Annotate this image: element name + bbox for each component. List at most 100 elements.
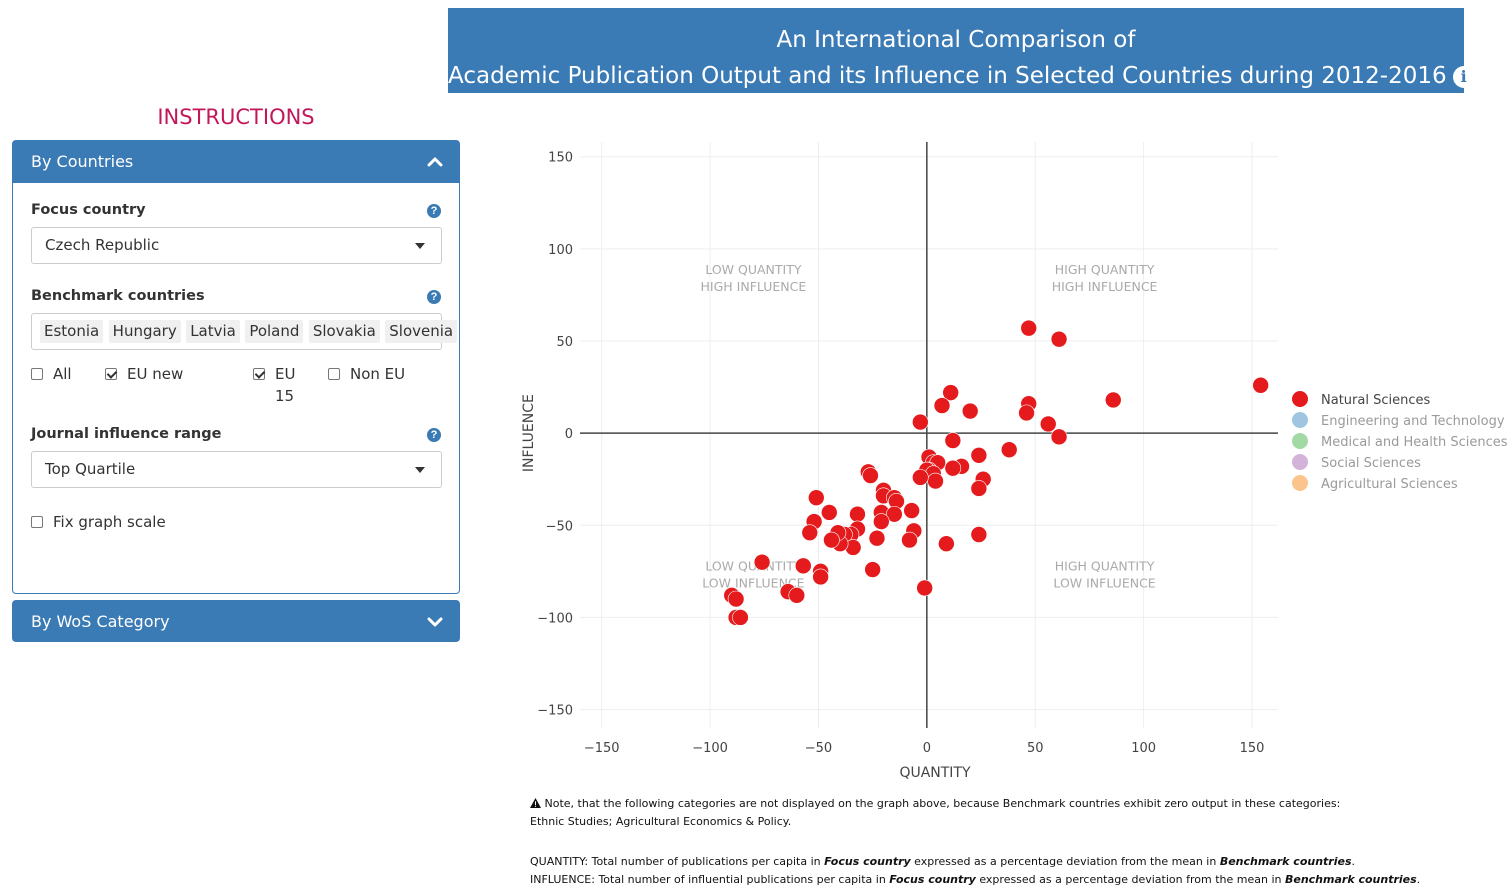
warning-text-1: Note, that the following categories are … — [544, 797, 1341, 810]
x-tick-label: −100 — [692, 741, 728, 756]
chart-grid — [580, 142, 1278, 728]
data-point — [1020, 319, 1038, 337]
focus-country-select[interactable]: Czech Republic — [31, 227, 442, 264]
benchmark-countries-select[interactable]: Estonia Hungary Latvia Poland Slovakia S… — [31, 313, 458, 350]
warning-note-line-1: Note, that the following categories are … — [530, 795, 1340, 813]
data-point — [916, 579, 933, 597]
x-tick-label: 0 — [923, 741, 931, 756]
focus-country-label: Focus country — [31, 202, 146, 218]
chevron-up-icon — [427, 157, 443, 167]
data-point — [1050, 330, 1068, 348]
checkbox-all-box[interactable] — [31, 368, 43, 380]
legend-marker — [1292, 433, 1308, 449]
quadrant-label-line-1: HIGH QUANTITY — [1055, 262, 1155, 277]
scatter-chart: LOW QUANTITY HIGH INFLUENCE HIGH QUANTITY H… — [521, 142, 1508, 781]
benchmark-chip-slovakia[interactable]: Slovakia — [308, 320, 380, 343]
data-point — [849, 505, 866, 523]
page-header: An International Comparison of Academic … — [448, 8, 1475, 93]
legend-label: Medical and Health Sciences — [1321, 435, 1508, 450]
chevron-down-icon — [427, 617, 443, 627]
data-point — [970, 446, 988, 464]
data-point — [873, 513, 890, 530]
header-title-text: Academic Publication Output and its Infl… — [448, 63, 1447, 89]
y-tick-label: −100 — [537, 611, 573, 626]
by-countries-header[interactable]: By Countries — [13, 141, 459, 183]
data-points — [723, 319, 1269, 626]
checkbox-fix-scale[interactable]: Fix graph scale — [31, 511, 166, 533]
y-tick-label: 100 — [548, 243, 573, 258]
influence-end: . — [1416, 873, 1421, 886]
data-point — [820, 504, 838, 521]
benchmark-chip-poland[interactable]: Poland — [245, 320, 304, 343]
checkbox-eu-15-box[interactable] — [253, 368, 265, 380]
data-point — [886, 505, 903, 523]
quantity-focus-term: Focus country — [824, 855, 911, 868]
data-point — [732, 609, 749, 626]
data-point — [970, 480, 988, 497]
tick-labels: −150 −100 −50 0 50 100 150 150 100 50 0 −50 −100 −150 — [537, 151, 1264, 756]
data-point — [970, 526, 988, 543]
info-circle-icon[interactable]: i — [1452, 66, 1475, 88]
checkbox-non-eu-box[interactable] — [328, 368, 340, 380]
checkbox-all-label: All — [53, 365, 72, 383]
legend-marker — [1292, 475, 1308, 491]
x-tick-label: 100 — [1131, 741, 1156, 756]
quantity-prefix: QUANTITY: Total number of publications p… — [530, 855, 825, 868]
data-point — [788, 587, 806, 604]
influence-middle: expressed as a percentage deviation from… — [975, 873, 1285, 886]
by-wos-header[interactable]: By WoS Category — [13, 601, 459, 641]
legend-label: Agricultural Sciences — [1321, 477, 1458, 492]
quantity-benchmark-term: Benchmark countries — [1219, 855, 1352, 868]
focus-help-icon[interactable]: ? — [427, 204, 441, 218]
x-tick-label: 150 — [1240, 741, 1265, 756]
y-tick-label: −50 — [546, 519, 573, 534]
checkbox-eu-new-box[interactable] — [105, 368, 117, 380]
benchmark-countries-label: Benchmark countries — [31, 288, 205, 304]
data-point — [1104, 391, 1122, 409]
data-point — [862, 467, 879, 484]
journal-influence-select[interactable]: Top Quartile — [31, 451, 442, 488]
data-point — [812, 568, 829, 586]
x-axis-title: QUANTITY — [899, 765, 971, 781]
data-point — [1252, 376, 1269, 394]
benchmark-help-icon[interactable]: ? — [427, 290, 441, 304]
legend-marker — [1292, 454, 1308, 470]
quantity-end: . — [1351, 855, 1356, 868]
data-point — [864, 561, 881, 578]
checkbox-eu-15[interactable]: EU 15 — [253, 363, 307, 407]
data-point — [753, 553, 771, 571]
data-point — [1039, 415, 1057, 433]
instructions-link[interactable]: INSTRUCTIONS — [157, 105, 315, 129]
checkbox-non-eu[interactable]: Non EU — [328, 363, 405, 385]
by-wos-panel: By WoS Category — [12, 600, 460, 642]
data-point — [801, 524, 819, 541]
influence-help-icon[interactable]: ? — [427, 428, 441, 442]
quadrant-label-line-1: HIGH QUANTITY — [1055, 559, 1155, 574]
definitions-note: QUANTITY: Total number of publications p… — [530, 853, 1420, 889]
data-point — [942, 384, 959, 401]
checkbox-all[interactable]: All — [31, 363, 72, 385]
benchmark-chip-estonia[interactable]: Estonia — [40, 320, 104, 343]
data-point — [1000, 441, 1018, 459]
data-point — [868, 529, 886, 547]
journal-influence-label: Journal influence range — [31, 426, 222, 442]
checkbox-eu-new[interactable]: EU new — [105, 363, 183, 385]
journal-influence-value: Top Quartile — [45, 460, 136, 478]
benchmark-chip-hungary[interactable]: Hungary — [108, 320, 181, 343]
caret-down-icon — [415, 467, 425, 473]
data-point — [901, 531, 918, 549]
data-point — [807, 489, 825, 506]
data-point — [823, 531, 840, 549]
by-countries-panel: By Countries Focus country ? Czech Repub… — [12, 140, 460, 594]
chart-axes — [580, 142, 1278, 728]
warning-icon — [530, 798, 541, 808]
warning-note-line-2: Ethnic Studies; Agricultural Economics &… — [530, 815, 792, 828]
influence-definition: INFLUENCE: Total number of influential p… — [530, 871, 1420, 889]
benchmark-chip-slovenia[interactable]: Slovenia — [385, 320, 458, 343]
x-tick-label: −50 — [805, 741, 832, 756]
benchmark-chip-latvia[interactable]: Latvia — [186, 320, 240, 343]
checkbox-fix-scale-box[interactable] — [31, 516, 43, 528]
by-wos-title: By WoS Category — [31, 612, 170, 631]
checkbox-non-eu-label: Non EU — [350, 365, 406, 383]
legend-label: Engineering and Technology — [1321, 414, 1505, 429]
